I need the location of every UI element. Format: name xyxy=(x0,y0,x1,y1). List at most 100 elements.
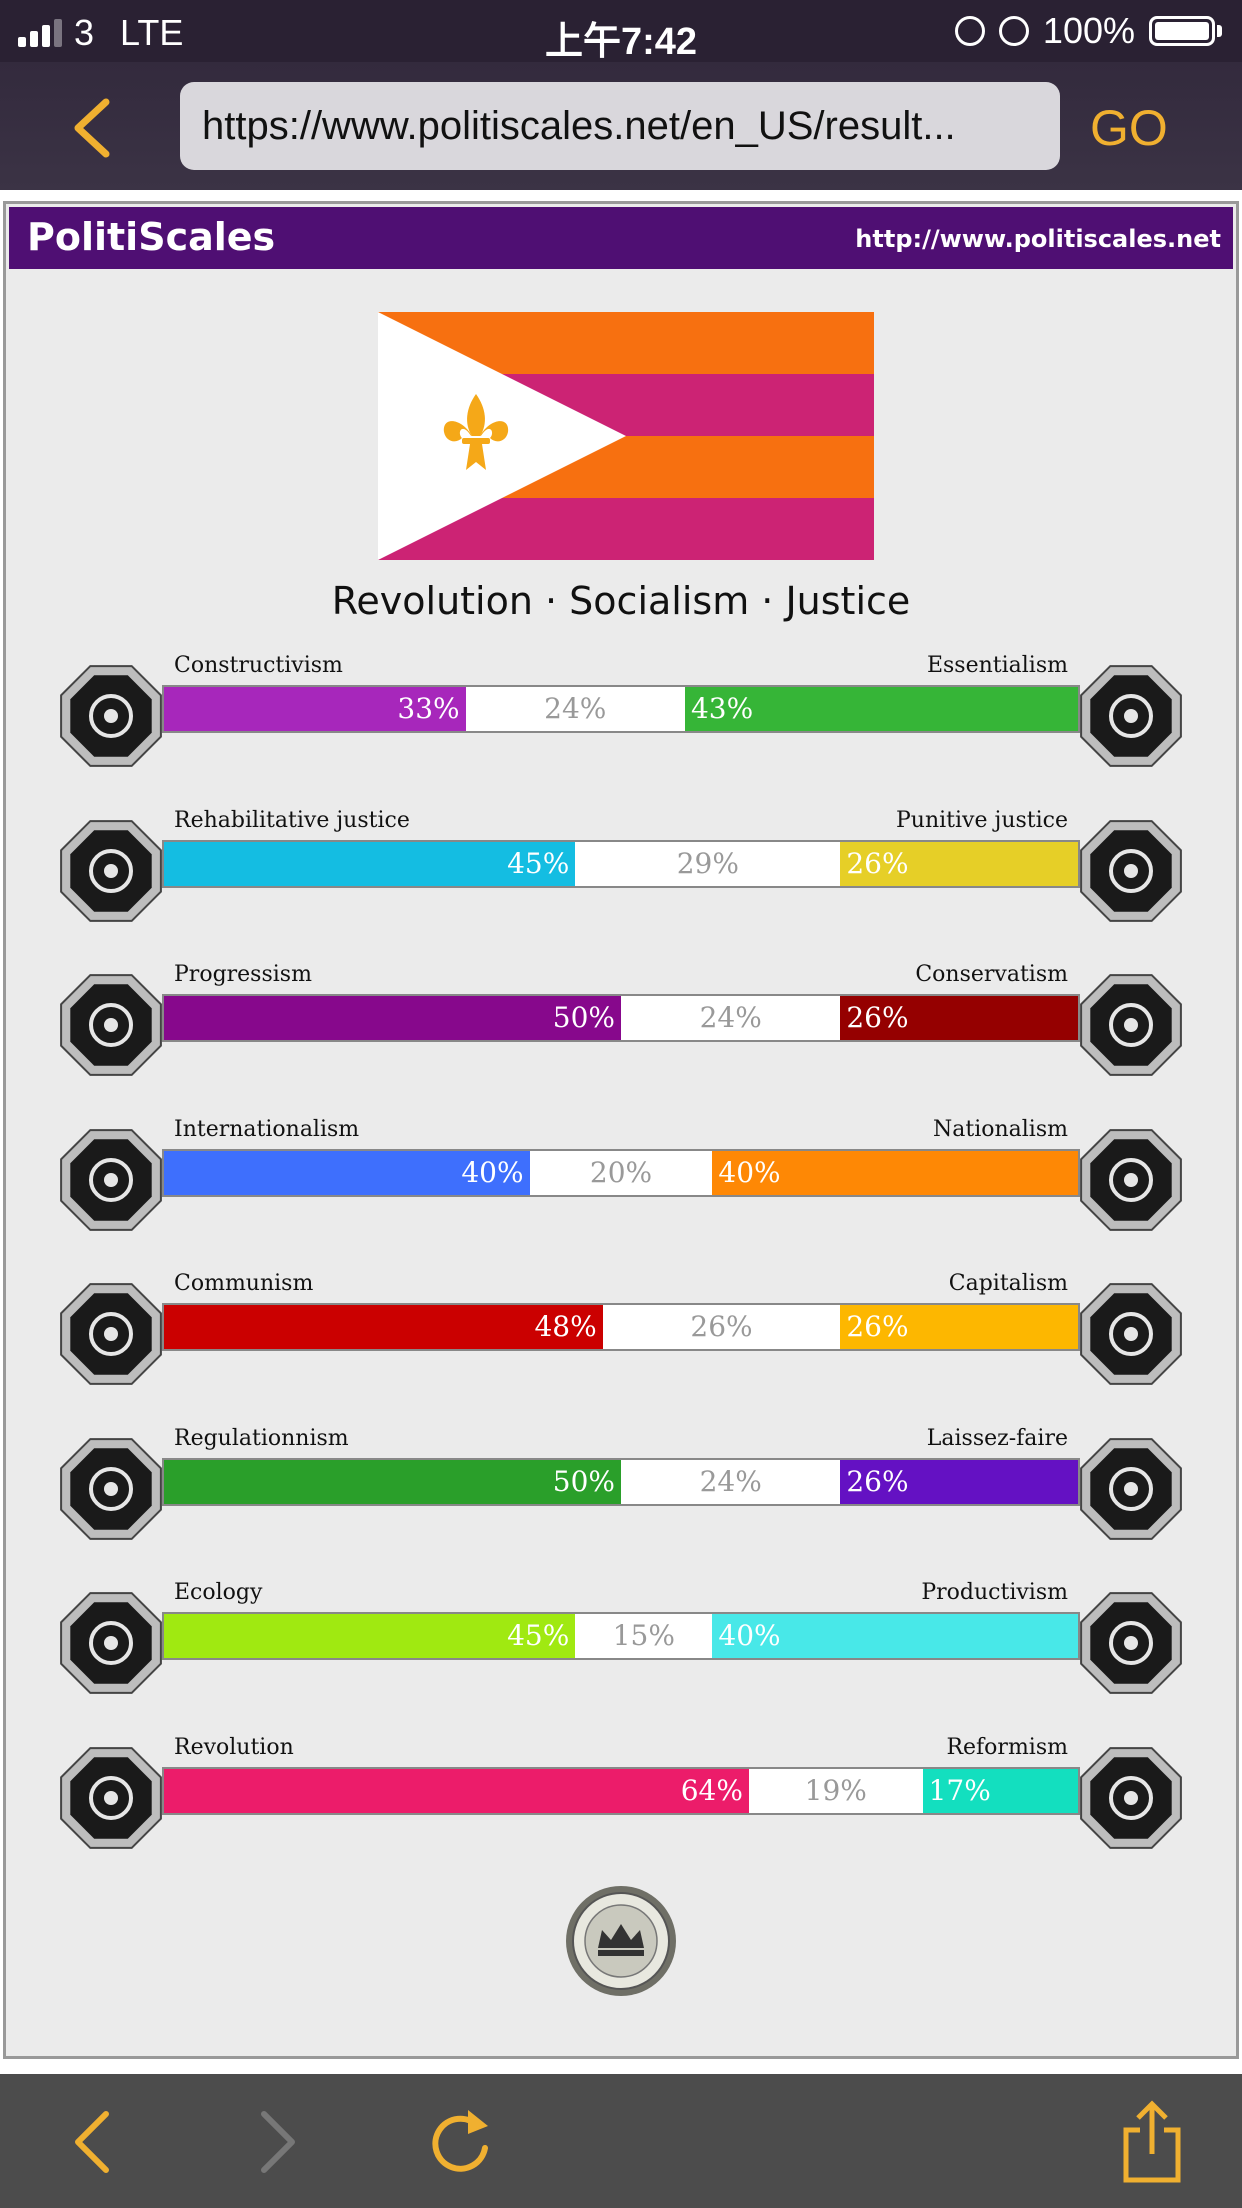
axis-row: Constructivism Essentialism 33% 24% 43% xyxy=(56,653,1186,769)
axis-neutral-score: 20% xyxy=(529,1150,713,1195)
axis-right-label: Nationalism xyxy=(933,1116,1068,1142)
ballot-icon xyxy=(1080,1746,1182,1849)
axis-right-score: 17% xyxy=(922,1768,1078,1813)
axis-left-score: 50% xyxy=(164,1459,621,1504)
butterfly-icon xyxy=(1080,1437,1182,1540)
quill-icon xyxy=(1080,974,1182,1076)
axis-left-label: Ecology xyxy=(174,1580,263,1605)
url-divider xyxy=(0,190,1242,198)
axis-right-score: 26% xyxy=(840,1459,1078,1504)
axis-neutral-score: 24% xyxy=(621,996,841,1040)
axis-left-score: 40% xyxy=(164,1150,530,1195)
axis-row: Communism Capitalism 48% 26% 26% xyxy=(56,1271,1186,1387)
crown-seal-icon xyxy=(566,1886,676,1996)
axis-bar: 50% 24% 26% xyxy=(162,994,1080,1042)
url-input[interactable]: https://www.politiscales.net/en_US/resul… xyxy=(180,82,1060,170)
flag-icon xyxy=(1080,1128,1182,1231)
network-label: LTE xyxy=(120,12,184,53)
dna-flower-icon xyxy=(1080,665,1182,767)
axis-right-score: 40% xyxy=(712,1150,1078,1195)
rocket-icon xyxy=(60,974,162,1076)
result-card: PolitiScales http://www.politiscales.net… xyxy=(3,201,1239,2059)
axis-right-label: Essentialism xyxy=(926,653,1068,678)
axis-neutral-score: 26% xyxy=(602,1305,841,1349)
axis-neutral-score: 29% xyxy=(575,841,841,886)
ruler-icon xyxy=(60,1437,162,1540)
axis-left-label: Rehabilitative justice xyxy=(174,807,410,833)
axis-right-score: 26% xyxy=(840,996,1078,1040)
orientation-lock-icon xyxy=(954,16,985,46)
axis-right-score: 26% xyxy=(840,1305,1078,1349)
axis-right-label: Laissez-faire xyxy=(926,1425,1068,1451)
browser-url-bar: https://www.politiscales.net/en_US/resul… xyxy=(0,62,1242,190)
axis-bar: 45% 29% 26% xyxy=(162,839,1080,888)
axis-left-label: Progressism xyxy=(174,962,312,987)
axis-right-label: Punitive justice xyxy=(896,807,1068,833)
axis-row: Revolution Reformism 64% 19% 17% xyxy=(56,1735,1186,1851)
axis-row: Internationalism Nationalism 40% 20% 40% xyxy=(56,1117,1186,1233)
axis-left-label: Internationalism xyxy=(174,1116,360,1142)
axis-bar: 45% 15% 40% xyxy=(162,1612,1080,1660)
gear-icon xyxy=(1080,1592,1182,1694)
brand-url: http://www.politiscales.net xyxy=(855,225,1221,253)
axis-right-score: 43% xyxy=(684,687,1078,731)
battery-label: 100% xyxy=(1042,10,1135,51)
axis-bar: 48% 26% 26% xyxy=(162,1303,1080,1351)
brand-name: PolitiScales xyxy=(27,215,276,259)
axis-neutral-score: 24% xyxy=(621,1459,841,1504)
status-bar: 3 LTE 上午7:42 100% xyxy=(0,0,1242,63)
globe-icon xyxy=(60,1128,162,1231)
status-right: 100% xyxy=(954,10,1222,52)
status-time: 上午7:42 xyxy=(544,21,698,63)
axis-right-label: Conservatism xyxy=(915,962,1068,987)
axis-right-label: Productivism xyxy=(921,1580,1068,1605)
axis-left-score: 64% xyxy=(164,1768,749,1813)
browser-toolbar xyxy=(0,2074,1242,2208)
prison-bars-icon xyxy=(1080,819,1182,922)
torch-icon xyxy=(60,1746,162,1849)
handshake-icon xyxy=(60,819,162,922)
axis-left-label: Constructivism xyxy=(174,653,343,678)
back-chevron-icon[interactable] xyxy=(70,98,114,158)
axis-bar: 40% 20% 40% xyxy=(162,1148,1080,1197)
axis-left-label: Revolution xyxy=(174,1734,294,1760)
axis-right-label: Reformism xyxy=(946,1734,1068,1760)
brand-header: PolitiScales http://www.politiscales.net xyxy=(9,207,1233,269)
forward-chevron-icon[interactable] xyxy=(258,2110,298,2174)
alarm-icon xyxy=(998,16,1029,46)
battery-icon xyxy=(1149,16,1215,46)
axis-left-label: Communism xyxy=(174,1271,314,1296)
axis-bar: 50% 24% 26% xyxy=(162,1457,1080,1506)
battery-tip xyxy=(1217,25,1222,37)
axis-row: Rehabilitative justice Punitive justice 45… xyxy=(56,808,1186,924)
fleur-de-lis-icon xyxy=(443,394,509,470)
reload-icon[interactable] xyxy=(428,2104,492,2176)
hammer-sickle-icon xyxy=(60,1283,162,1385)
axis-left-label: Regulationnism xyxy=(174,1425,349,1451)
axis-neutral-score: 15% xyxy=(575,1614,713,1658)
axis-left-score: 50% xyxy=(164,996,621,1040)
axis-row: Progressism Conservatism 50% 24% 26% xyxy=(56,962,1186,1078)
share-icon[interactable] xyxy=(1122,2100,1182,2184)
sprout-icon xyxy=(60,1592,162,1694)
axis-left-score: 45% xyxy=(164,1614,576,1658)
money-bag-icon xyxy=(1080,1283,1182,1385)
back-chevron-icon[interactable] xyxy=(72,2110,112,2174)
axis-row: Regulationnism Laissez-faire 50% 24% 26% xyxy=(56,1426,1186,1542)
status-left: 3 LTE xyxy=(18,12,183,54)
result-flag xyxy=(378,312,874,560)
go-button[interactable]: GO xyxy=(1090,100,1168,156)
axis-left-score: 48% xyxy=(164,1305,603,1349)
axis-bar: 33% 24% 43% xyxy=(162,685,1080,733)
carrier-label: 3 xyxy=(74,12,95,53)
result-motto: Revolution · Socialism · Justice xyxy=(331,579,911,623)
axis-right-score: 26% xyxy=(840,841,1078,886)
axis-left-score: 45% xyxy=(164,841,576,886)
axis-bar: 64% 19% 17% xyxy=(162,1766,1080,1815)
axis-right-label: Capitalism xyxy=(948,1271,1068,1296)
axis-left-score: 33% xyxy=(164,687,466,731)
axis-row: Ecology Productivism 45% 15% 40% xyxy=(56,1580,1186,1696)
axis-right-score: 40% xyxy=(712,1614,1078,1658)
axis-neutral-score: 24% xyxy=(465,687,685,731)
signal-icon xyxy=(18,19,62,47)
